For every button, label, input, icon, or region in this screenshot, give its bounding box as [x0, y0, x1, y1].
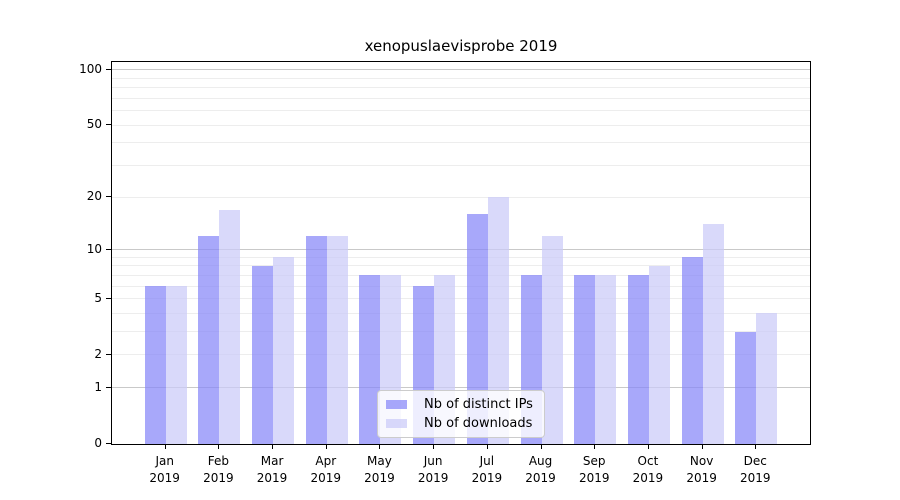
x-tick-mar [272, 444, 274, 449]
x-tick-jul [486, 444, 488, 449]
chart-title: xenopuslaevisprobe 2019 [364, 37, 558, 55]
y-tick-1 [106, 386, 111, 388]
bar-jul-downloads [487, 197, 509, 444]
bar-oct-downloads [648, 265, 670, 444]
y-tick-20 [106, 196, 111, 198]
gridline-50 [112, 124, 810, 126]
legend-label-distinct-ips: Nb of distinct IPs [424, 397, 533, 412]
bar-apr-distinct-ips [305, 235, 327, 444]
x-tick-sep [594, 444, 596, 449]
y-tick-label-50: 50 [86, 117, 102, 132]
legend-item-downloads: Nb of downloads [386, 414, 535, 433]
x-tick-apr [325, 444, 327, 449]
y-tick-label-10: 10 [86, 241, 102, 256]
y-tick-100 [106, 68, 111, 70]
bar-may-distinct-ips [359, 275, 381, 444]
plot-area [111, 61, 811, 445]
bar-mar-distinct-ips [252, 265, 274, 444]
bar-dec-distinct-ips [735, 331, 757, 444]
gridline-9 [112, 256, 810, 258]
y-tick-label-100: 100 [79, 61, 102, 76]
bar-nov-distinct-ips [681, 257, 703, 444]
y-tick-50 [106, 124, 111, 126]
x-tick-dec [755, 444, 757, 449]
y-tick-label-5: 5 [94, 290, 102, 305]
x-tick-label-jun: Jun 2019 [417, 454, 449, 485]
legend-swatch-distinct-ips [386, 400, 407, 409]
bar-jul-distinct-ips [466, 214, 488, 444]
legend-label-downloads: Nb of downloads [424, 416, 533, 431]
x-tick-jun [433, 444, 435, 449]
bar-aug-downloads [541, 235, 563, 444]
bar-apr-downloads [326, 235, 348, 444]
x-tick-aug [540, 444, 542, 449]
gridline-4 [112, 312, 810, 314]
gridline-20 [112, 196, 810, 198]
bar-sep-downloads [595, 275, 617, 444]
bars [112, 62, 810, 444]
y-tick-label-2: 2 [94, 346, 102, 361]
bar-jan-distinct-ips [144, 286, 166, 444]
gridline-1 [112, 387, 810, 389]
bar-jan-downloads [165, 286, 187, 444]
bar-sep-distinct-ips [574, 275, 596, 444]
gridline-40 [112, 142, 810, 144]
bar-feb-distinct-ips [198, 235, 220, 444]
x-tick-may [379, 444, 381, 449]
gridline-5 [112, 298, 810, 300]
y-tick-label-0: 0 [94, 436, 102, 450]
bar-dec-downloads [756, 313, 778, 444]
gridline-2 [112, 354, 810, 356]
gridline-90 [112, 77, 810, 79]
bar-feb-downloads [219, 209, 241, 444]
legend: Nb of distinct IPs Nb of downloads [377, 390, 545, 438]
x-tick-label-feb: Feb 2019 [203, 454, 234, 485]
gridline-60 [112, 110, 810, 112]
x-tick-label-aug: Aug 2019 [525, 454, 556, 485]
y-tick-2 [106, 353, 111, 355]
legend-swatch-downloads [386, 419, 407, 428]
x-tick-label-sep: Sep 2019 [578, 454, 610, 485]
y-tick-label-20: 20 [86, 189, 102, 204]
x-tick-label-nov: Nov 2019 [686, 454, 717, 485]
x-tick-label-mar: Mar 2019 [256, 454, 288, 485]
y-tick-10 [106, 248, 111, 250]
gridline-70 [112, 97, 810, 99]
x-tick-oct [647, 444, 649, 449]
gridlines [112, 62, 810, 444]
y-tick-label-1: 1 [94, 379, 102, 394]
gridline-80 [112, 87, 810, 89]
x-tick-label-jul: Jul 2019 [471, 454, 503, 485]
gridline-30 [112, 164, 810, 166]
x-tick-label-dec: Dec 2019 [740, 454, 771, 485]
x-tick-label-apr: Apr 2019 [310, 454, 342, 485]
y-tick-5 [106, 297, 111, 299]
bar-oct-distinct-ips [627, 275, 649, 444]
gridline-6 [112, 285, 810, 287]
y-tick-0 [106, 443, 111, 444]
x-tick-label-may: May 2019 [364, 454, 395, 485]
gridline-7 [112, 274, 810, 276]
x-tick-nov [701, 444, 703, 449]
legend-item-distinct-ips: Nb of distinct IPs [386, 395, 535, 414]
gridline-100 [112, 69, 810, 71]
bar-mar-downloads [273, 257, 295, 444]
gridline-3 [112, 331, 810, 333]
gridline-8 [112, 265, 810, 267]
x-tick-jan [164, 444, 166, 449]
x-tick-feb [218, 444, 220, 449]
x-tick-label-jan: Jan 2019 [149, 454, 180, 485]
x-tick-label-oct: Oct 2019 [632, 454, 664, 485]
bar-nov-downloads [702, 224, 724, 444]
gridline-10 [112, 249, 810, 251]
